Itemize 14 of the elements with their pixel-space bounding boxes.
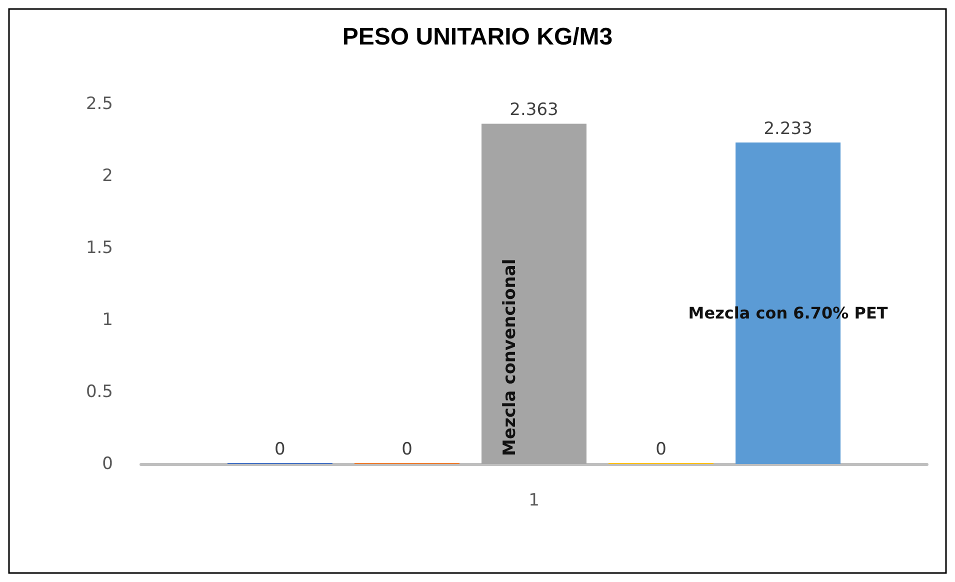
series-label: Mezcla convencional	[500, 258, 520, 456]
y-tick-label: 1	[102, 310, 113, 330]
data-label: 0	[402, 440, 412, 460]
y-tick-label: 0	[102, 454, 113, 474]
chart-title: PESO UNITARIO KG/M3	[342, 24, 613, 50]
data-label: 2.363	[510, 100, 558, 120]
data-label: 0	[274, 440, 286, 460]
y-tick-label: 0.5	[86, 382, 113, 402]
data-label: 2.233	[764, 118, 812, 139]
bar	[482, 124, 586, 464]
y-tick-label: 2	[102, 166, 113, 186]
data-label: 0	[656, 440, 666, 460]
y-tick-label: 1.5	[86, 238, 113, 258]
y-tick-label: 2.5	[86, 94, 113, 114]
